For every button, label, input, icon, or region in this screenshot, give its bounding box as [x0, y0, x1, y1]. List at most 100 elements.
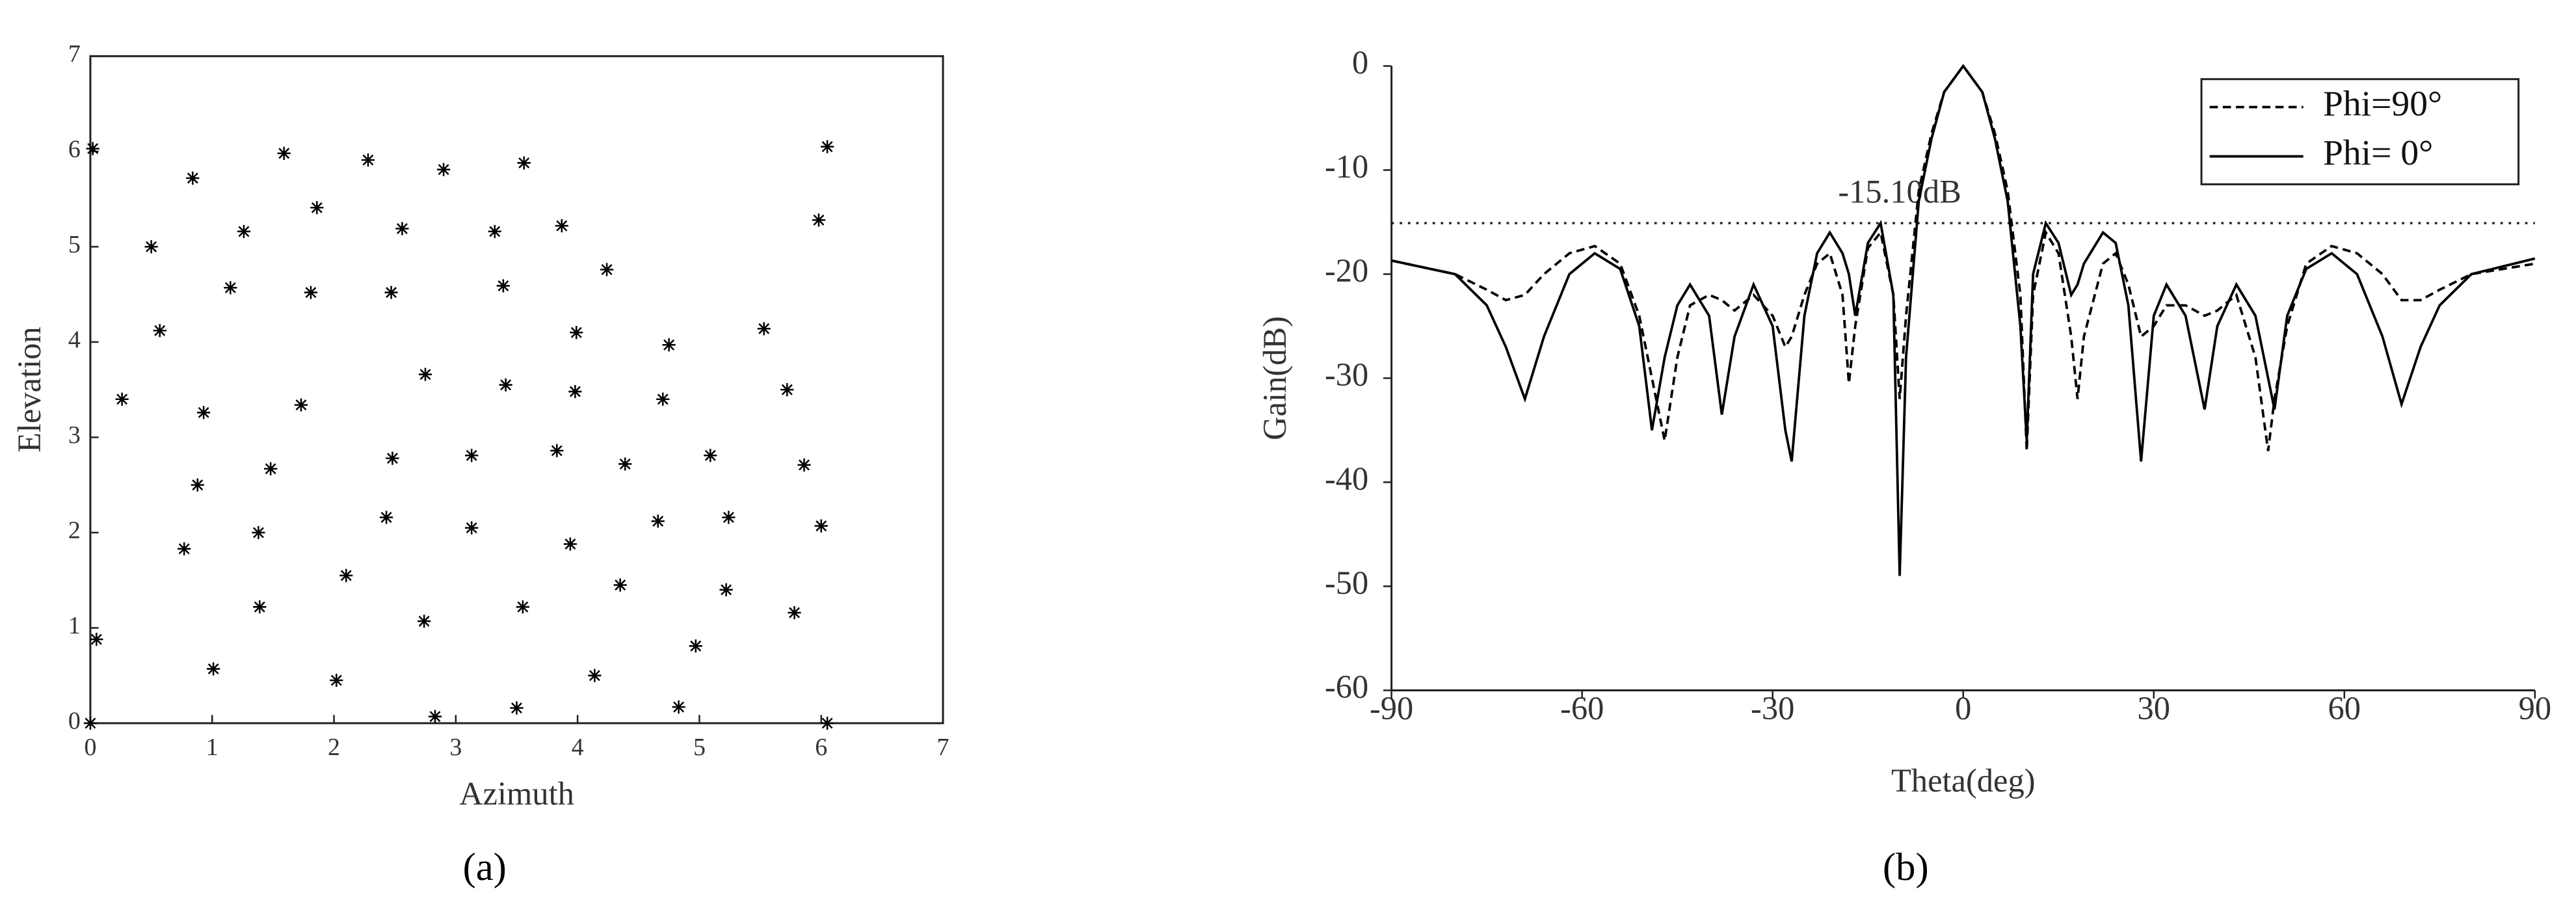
caption: (a)	[463, 846, 507, 889]
x-tick-label: 90	[2519, 690, 2552, 726]
scatter-point	[588, 669, 602, 682]
reference-label: -15.10dB	[1838, 174, 1961, 210]
scatter-point	[186, 171, 200, 185]
scatter-point	[689, 639, 702, 653]
scatter-point	[386, 451, 399, 465]
legend-label: Phi=90°	[2323, 83, 2442, 124]
scatter-point	[662, 338, 676, 352]
x-tick-label: 6	[815, 734, 827, 761]
x-tick-label: -30	[1751, 690, 1794, 726]
scatter-point	[812, 213, 826, 227]
scatter-point	[780, 383, 794, 397]
y-tick-label: 0	[68, 708, 81, 735]
scatter-point	[797, 458, 811, 472]
scatter-point	[517, 156, 531, 170]
y-tick-label: 0	[1352, 44, 1368, 81]
x-tick-label: 3	[449, 734, 462, 761]
scatter-point	[814, 519, 828, 533]
scatter-point	[294, 398, 308, 412]
x-tick-label: 60	[2328, 690, 2361, 726]
scatter-point	[722, 511, 736, 524]
scatter-point	[656, 392, 670, 406]
scatter-point	[550, 444, 564, 458]
scatter-point	[83, 716, 98, 730]
scatter-point	[191, 478, 204, 492]
x-tick-label: 4	[572, 734, 584, 761]
y-tick-label: 5	[68, 231, 81, 258]
y-axis-title: Elevation	[11, 326, 47, 453]
scatter-point	[496, 279, 510, 293]
scatter-point	[465, 449, 479, 462]
scatter-point	[395, 222, 409, 235]
x-tick-label: 7	[937, 734, 949, 761]
y-tick-label: -60	[1325, 669, 1368, 705]
y-tick-label: -20	[1325, 252, 1368, 289]
scatter-point	[704, 449, 717, 462]
scatter-point	[428, 710, 442, 723]
scatter-point	[86, 142, 100, 155]
scatter-point	[418, 367, 432, 381]
scatter-point	[820, 140, 834, 153]
scatter-point	[253, 600, 267, 614]
y-tick-label: -50	[1325, 565, 1368, 601]
x-axis-title: Theta(deg)	[1891, 762, 2036, 799]
y-tick-label: 6	[68, 136, 81, 163]
scatter-point	[237, 224, 251, 239]
scatter-point	[264, 462, 278, 475]
y-tick-label: 7	[68, 40, 81, 68]
plot-frame	[89, 55, 944, 725]
scatter-point	[178, 542, 191, 555]
scatter-point	[757, 322, 771, 336]
scatter-point	[672, 700, 685, 714]
x-tick-label: 0	[1955, 690, 1971, 726]
scatter-point	[224, 281, 237, 295]
legend-box	[2200, 78, 2520, 185]
x-tick-label: -90	[1370, 690, 1413, 726]
y-tick-label: -30	[1325, 356, 1368, 393]
x-tick-label: -60	[1560, 690, 1604, 726]
legend-label: Phi= 0°	[2323, 133, 2433, 173]
scatter-point	[90, 632, 103, 646]
scatter-point	[570, 326, 583, 340]
scatter-point	[510, 701, 524, 715]
scatter-point	[465, 521, 479, 535]
caption: (b)	[1883, 846, 1929, 889]
scatter-point	[563, 537, 577, 551]
y-tick-label: 3	[68, 421, 81, 449]
scatter-point	[651, 514, 665, 528]
scatter-point	[820, 716, 834, 730]
x-tick-label: 1	[206, 734, 219, 761]
y-tick-label: 2	[68, 517, 81, 544]
x-tick-label: 0	[84, 734, 96, 761]
scatter-point	[330, 673, 343, 687]
scatter-point	[379, 511, 393, 524]
scatter-point	[310, 201, 324, 215]
scatter-point	[144, 240, 158, 254]
scatter-point	[384, 286, 398, 299]
scatter-point	[555, 219, 568, 233]
y-axis-title: Gain(dB)	[1256, 316, 1293, 440]
scatter-point	[197, 406, 211, 420]
scatter-point	[568, 384, 582, 399]
scatter-point	[618, 457, 632, 471]
scatter-point	[153, 324, 166, 338]
scatter-point	[488, 224, 501, 239]
x-axis-title: Azimuth	[459, 775, 574, 812]
scatter-point	[115, 392, 129, 406]
scatter-point	[361, 153, 375, 167]
scatter-point	[252, 526, 265, 540]
scatter-point	[436, 163, 451, 176]
y-tick-label: -40	[1325, 460, 1368, 497]
scatter-point	[418, 615, 431, 628]
series-line	[1391, 64, 2536, 576]
x-tick-label: 30	[2138, 690, 2171, 726]
scatter-point	[304, 286, 318, 299]
scatter-point	[499, 378, 512, 392]
x-tick-label: 2	[328, 734, 340, 761]
y-tick-label: 1	[68, 612, 81, 639]
scatter-point	[788, 606, 801, 620]
scatter-point	[613, 578, 627, 592]
y-tick-label: 4	[68, 326, 81, 354]
y-tick-label: -10	[1325, 148, 1368, 185]
